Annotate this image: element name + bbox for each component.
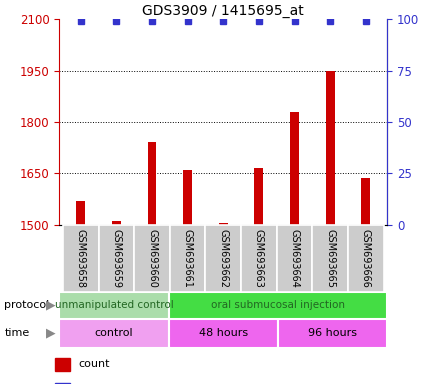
- Text: 96 hours: 96 hours: [308, 328, 357, 338]
- FancyBboxPatch shape: [59, 319, 169, 348]
- FancyBboxPatch shape: [59, 292, 169, 319]
- FancyBboxPatch shape: [312, 225, 348, 292]
- Bar: [254, 168, 264, 384]
- Bar: [55, 358, 70, 371]
- Bar: [147, 142, 157, 384]
- Bar: [290, 112, 299, 384]
- FancyBboxPatch shape: [277, 225, 312, 292]
- FancyBboxPatch shape: [205, 225, 241, 292]
- FancyBboxPatch shape: [170, 225, 205, 292]
- Bar: [326, 71, 335, 384]
- Title: GDS3909 / 1415695_at: GDS3909 / 1415695_at: [143, 4, 304, 18]
- Text: count: count: [78, 359, 110, 369]
- FancyBboxPatch shape: [134, 225, 170, 292]
- Text: time: time: [4, 328, 29, 338]
- Bar: [55, 383, 70, 384]
- Text: control: control: [95, 328, 133, 338]
- Text: GSM693660: GSM693660: [147, 229, 157, 288]
- FancyBboxPatch shape: [241, 225, 277, 292]
- FancyBboxPatch shape: [99, 225, 134, 292]
- Text: GSM693665: GSM693665: [325, 229, 335, 288]
- Text: GSM693659: GSM693659: [111, 229, 121, 288]
- Text: protocol: protocol: [4, 300, 50, 310]
- Text: GSM693663: GSM693663: [254, 229, 264, 288]
- Text: ▶: ▶: [46, 299, 55, 312]
- Text: unmanipulated control: unmanipulated control: [55, 300, 173, 310]
- Text: ▶: ▶: [46, 327, 55, 339]
- FancyBboxPatch shape: [63, 225, 99, 292]
- Bar: [219, 223, 228, 384]
- Bar: [76, 201, 85, 384]
- Text: GSM693662: GSM693662: [218, 229, 228, 288]
- Text: 48 hours: 48 hours: [199, 328, 248, 338]
- FancyBboxPatch shape: [169, 319, 278, 348]
- Bar: [112, 221, 121, 384]
- Text: oral submucosal injection: oral submucosal injection: [211, 300, 345, 310]
- Bar: [361, 179, 370, 384]
- FancyBboxPatch shape: [348, 225, 384, 292]
- FancyBboxPatch shape: [278, 319, 387, 348]
- Text: GSM693661: GSM693661: [183, 229, 193, 288]
- Text: GSM693664: GSM693664: [290, 229, 300, 288]
- Text: GSM693658: GSM693658: [76, 229, 86, 288]
- FancyBboxPatch shape: [169, 292, 387, 319]
- Bar: [183, 170, 192, 384]
- Text: GSM693666: GSM693666: [361, 229, 371, 288]
